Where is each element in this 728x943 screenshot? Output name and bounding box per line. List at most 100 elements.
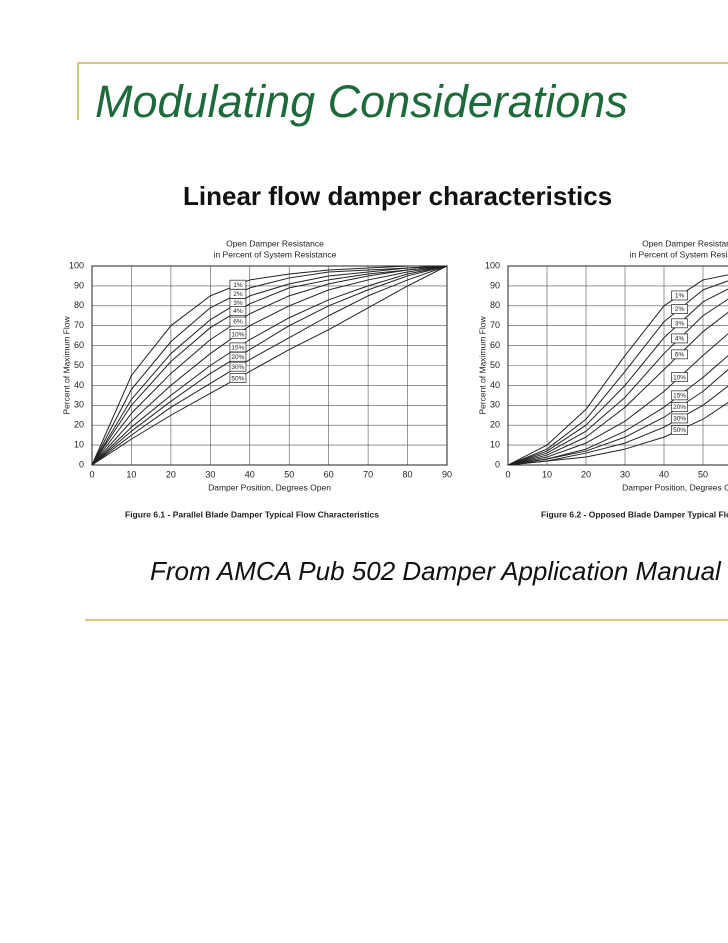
legend-label: 1% <box>233 282 243 289</box>
slide-subtitle: Linear flow damper characteristics <box>183 181 612 211</box>
legend-label: 20% <box>673 404 686 411</box>
legend-title: Open Damper Resistance <box>226 238 324 248</box>
y-tick-label: 40 <box>74 380 84 390</box>
legend-label: 30% <box>673 416 686 423</box>
x-tick-label: 50 <box>698 469 708 479</box>
x-tick-label: 20 <box>581 469 591 479</box>
y-axis-label: Percent of Maximum Flow <box>477 316 487 415</box>
legend-box <box>671 304 688 314</box>
legend-title: in Percent of System Resistance <box>214 249 337 259</box>
x-tick-label: 50 <box>284 469 294 479</box>
plot-frame <box>91 265 448 466</box>
legend-label: 15% <box>231 345 244 352</box>
legend-label: 20% <box>231 354 244 361</box>
y-tick-label: 10 <box>74 439 84 449</box>
flow-curve <box>91 265 447 466</box>
legend-box <box>671 372 688 382</box>
plot-frame <box>507 265 728 466</box>
legend-box <box>671 413 688 424</box>
legend-label: 2% <box>233 291 243 298</box>
source-note: From AMCA Pub 502 Damper Application Man… <box>150 556 722 586</box>
figure-caption: Figure 6.1 - Parallel Blade Damper Typic… <box>125 509 379 519</box>
flow-curve <box>91 265 448 466</box>
y-tick-label: 70 <box>490 320 500 330</box>
legend-box <box>229 373 247 383</box>
y-tick-label: 60 <box>490 340 500 350</box>
y-tick-label: 0 <box>495 459 500 469</box>
x-tick-label: 30 <box>620 469 630 479</box>
y-tick-label: 100 <box>69 260 84 270</box>
y-tick-label: 30 <box>74 400 84 410</box>
legend-label: 4% <box>675 336 685 343</box>
legend-box <box>671 402 688 412</box>
legend-label: 3% <box>233 300 243 307</box>
y-tick-label: 20 <box>74 420 84 430</box>
y-tick-label: 0 <box>79 459 84 469</box>
y-tick-label: 10 <box>490 439 500 449</box>
figure-caption: Figure 6.2 - Opposed Blade Damper Typica… <box>541 509 728 519</box>
legend-label: 6% <box>675 352 685 359</box>
x-tick-label: 20 <box>166 469 176 479</box>
x-tick-label: 10 <box>126 469 136 479</box>
legend-box <box>671 290 688 301</box>
y-axis-label: Percent of Maximum Flow <box>61 316 71 415</box>
slide-title: Modulating Considerations <box>95 76 628 127</box>
y-tick-label: 40 <box>490 380 500 390</box>
legend-label: 50% <box>673 427 686 434</box>
flow-curve <box>91 265 448 466</box>
legend-label: 30% <box>231 364 244 371</box>
legend-box <box>229 361 247 372</box>
x-tick-label: 0 <box>505 469 510 479</box>
x-tick-label: 90 <box>442 469 452 479</box>
legend-box <box>671 318 688 329</box>
x-tick-label: 80 <box>403 469 413 479</box>
flow-curve <box>91 265 448 466</box>
x-tick-label: 40 <box>245 469 255 479</box>
legend-box <box>229 351 247 362</box>
x-tick-label: 0 <box>89 469 94 479</box>
legend-box <box>671 390 688 401</box>
y-tick-label: 80 <box>74 300 84 310</box>
legend-box <box>671 425 688 435</box>
legend-box <box>229 342 247 353</box>
x-tick-label: 10 <box>542 469 552 479</box>
y-tick-label: 20 <box>490 420 500 430</box>
y-tick-label: 30 <box>490 400 500 410</box>
flow-curve <box>91 265 448 466</box>
x-tick-label: 40 <box>659 469 669 479</box>
legend-label: 4% <box>233 308 243 315</box>
y-tick-label: 90 <box>490 280 500 290</box>
flow-curve <box>91 265 448 466</box>
x-tick-label: 30 <box>205 469 215 479</box>
legend-label: 10% <box>231 331 244 338</box>
x-axis-label: Damper Position, Degrees Open <box>208 482 331 492</box>
y-tick-label: 50 <box>74 360 84 370</box>
legend-box <box>671 333 688 344</box>
legend-label: 3% <box>675 321 685 328</box>
legend-box <box>671 349 688 360</box>
flow-curve <box>91 265 448 466</box>
x-tick-label: 70 <box>363 469 373 479</box>
y-tick-label: 70 <box>74 320 84 330</box>
legend-box <box>229 316 247 327</box>
legend-box <box>229 329 247 339</box>
legend-label: 1% <box>675 293 685 300</box>
legend-label: 2% <box>675 306 685 313</box>
x-tick-label: 60 <box>324 469 334 479</box>
legend-title: Open Damper Resistance <box>642 238 728 248</box>
y-tick-label: 80 <box>490 300 500 310</box>
legend-label: 15% <box>673 393 686 400</box>
legend-label: 50% <box>231 375 244 382</box>
y-tick-label: 100 <box>485 260 500 270</box>
x-axis-label: Damper Position, Degrees Open <box>622 482 728 492</box>
flow-curve <box>91 265 448 466</box>
flow-curve <box>91 265 448 466</box>
y-tick-label: 90 <box>74 280 84 290</box>
y-tick-label: 50 <box>490 360 500 370</box>
legend-label: 10% <box>673 374 686 381</box>
legend-box <box>229 306 247 316</box>
legend-label: 6% <box>233 319 243 326</box>
legend-title: in Percent of System Resistance <box>630 249 728 259</box>
y-tick-label: 60 <box>74 340 84 350</box>
